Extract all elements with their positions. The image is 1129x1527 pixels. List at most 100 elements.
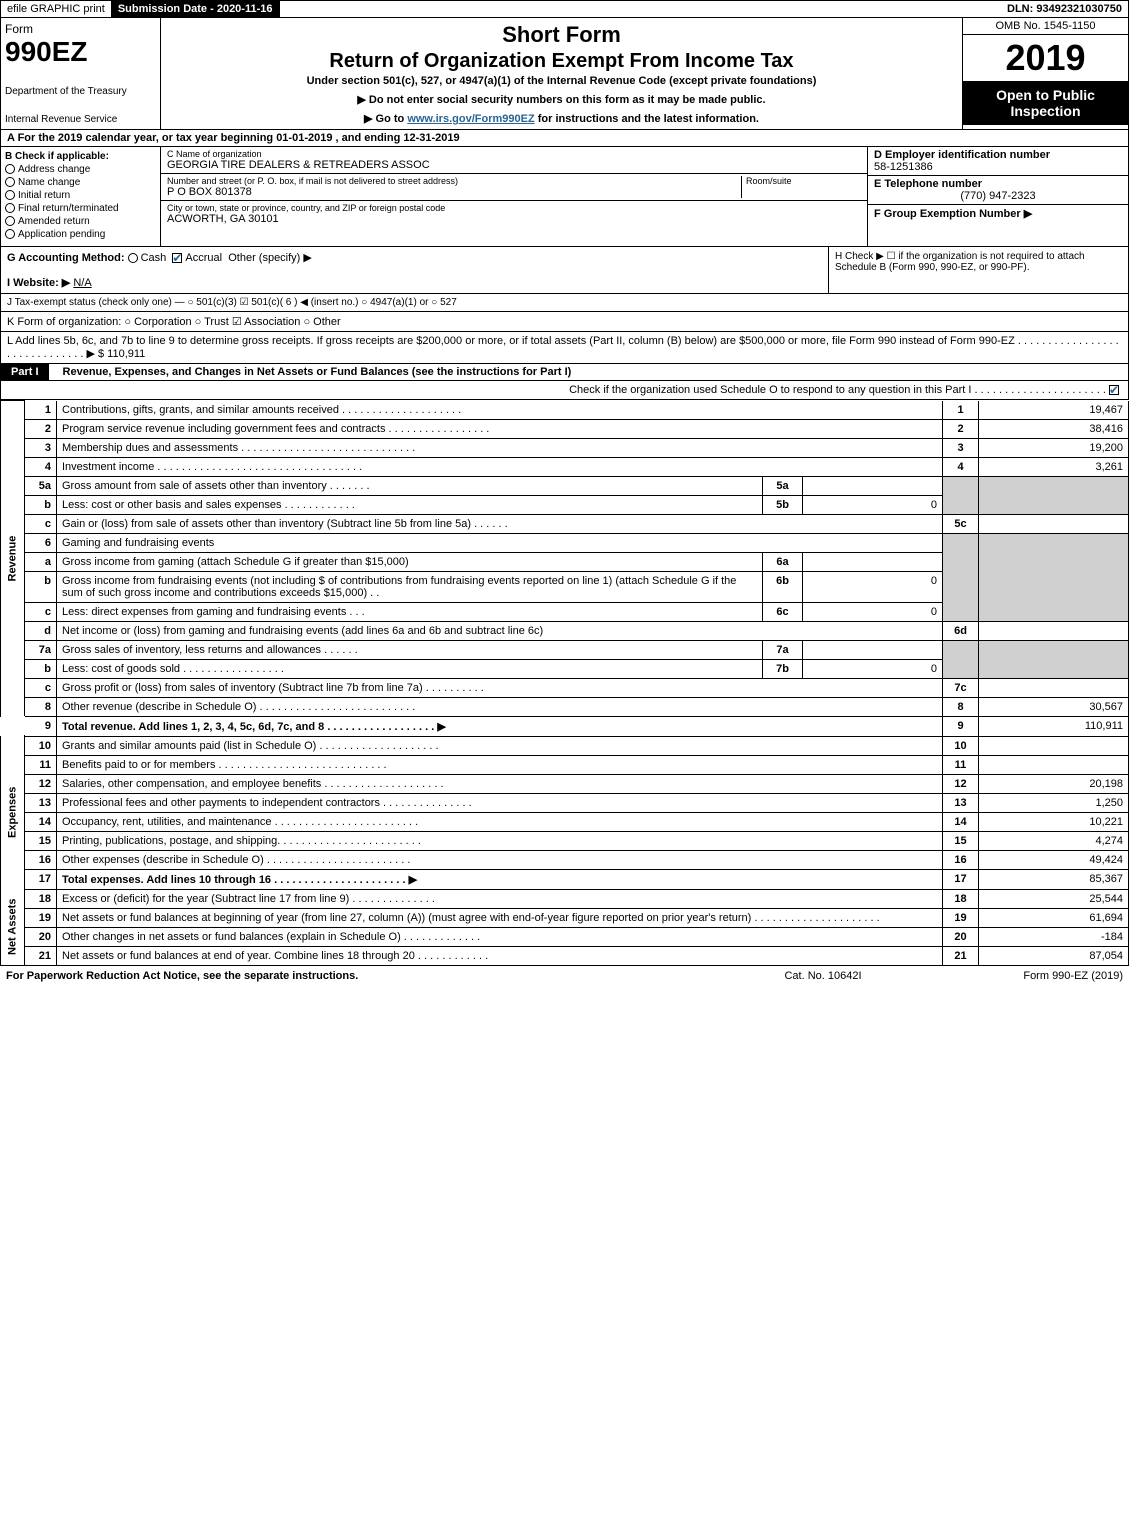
line-desc: Gross amount from sale of assets other t… (57, 476, 763, 495)
line-desc: Net assets or fund balances at beginning… (57, 908, 943, 927)
line-colnum: 11 (943, 755, 979, 774)
line-num: a (25, 552, 57, 571)
line-desc: Other changes in net assets or fund bala… (57, 927, 943, 946)
chk-name-change[interactable]: Name change (5, 177, 156, 188)
line-desc: Other expenses (describe in Schedule O) … (57, 850, 943, 869)
inner-num: 5b (763, 495, 803, 514)
inner-num: 7a (763, 640, 803, 659)
table-row: 19Net assets or fund balances at beginni… (1, 908, 1129, 927)
line-num: 3 (25, 438, 57, 457)
line-val: -184 (979, 927, 1129, 946)
inner-num: 6b (763, 571, 803, 602)
chk-address-change[interactable]: Address change (5, 164, 156, 175)
chk-amended-return[interactable]: Amended return (5, 216, 156, 227)
table-row: 20Other changes in net assets or fund ba… (1, 927, 1129, 946)
line-desc: Investment income . . . . . . . . . . . … (57, 457, 943, 476)
line-num: c (25, 678, 57, 697)
ein-label: D Employer identification number (874, 149, 1050, 161)
open-to-public: Open to Public Inspection (963, 81, 1128, 125)
line-val: 110,911 (979, 716, 1129, 736)
form-footer-label: Form 990-EZ (2019) (923, 970, 1123, 982)
street-cell: Number and street (or P. O. box, if mail… (167, 176, 741, 198)
line-colnum: 19 (943, 908, 979, 927)
line-desc: Less: cost or other basis and sales expe… (57, 495, 763, 514)
line-desc: Other revenue (describe in Schedule O) .… (57, 697, 943, 716)
line-val: 3,261 (979, 457, 1129, 476)
goto-pre: ▶ Go to (364, 113, 407, 125)
table-row: 13Professional fees and other payments t… (1, 793, 1129, 812)
efile-print-button[interactable]: efile GRAPHIC print (1, 1, 112, 17)
inner-val: 0 (803, 571, 943, 602)
submission-date-button[interactable]: Submission Date - 2020-11-16 (112, 1, 280, 17)
ssn-note: ▶ Do not enter social security numbers o… (169, 93, 954, 106)
phone-value: (770) 947-2323 (874, 190, 1122, 202)
org-name-cell: C Name of organization GEORGIA TIRE DEAL… (161, 147, 867, 174)
line-g: G Accounting Method: Cash Accrual Other … (1, 247, 828, 293)
chk-application-pending[interactable]: Application pending (5, 229, 156, 240)
line-num: 9 (25, 716, 57, 736)
line-desc: Membership dues and assessments . . . . … (57, 438, 943, 457)
table-row: 5a Gross amount from sale of assets othe… (1, 476, 1129, 495)
box-e: E Telephone number (770) 947-2323 (868, 176, 1128, 205)
inner-val: 0 (803, 659, 943, 678)
dln-label: DLN: 93492321030750 (1001, 1, 1128, 17)
part1-scho-checkbox[interactable] (1109, 385, 1119, 395)
line-val: 4,274 (979, 831, 1129, 850)
line-num: 16 (25, 850, 57, 869)
header-right: OMB No. 1545-1150 2019 Open to Public In… (963, 18, 1128, 129)
g-cash: Cash (141, 252, 167, 264)
line-desc: Gross income from fundraising events (no… (57, 571, 763, 602)
line-num: b (25, 571, 57, 602)
table-row: 21Net assets or fund balances at end of … (1, 946, 1129, 965)
line-num: 5a (25, 476, 57, 495)
line-desc: Contributions, gifts, grants, and simila… (57, 401, 943, 420)
line-l-text: L Add lines 5b, 6c, and 7b to line 9 to … (7, 335, 1119, 360)
inner-num: 6c (763, 602, 803, 621)
box-c: C Name of organization GEORGIA TIRE DEAL… (161, 147, 868, 246)
line-val (979, 621, 1129, 640)
line-desc: Printing, publications, postage, and shi… (57, 831, 943, 850)
i-label: I Website: ▶ (7, 277, 70, 289)
table-row: d Net income or (loss) from gaming and f… (1, 621, 1129, 640)
g-accrual: Accrual (185, 252, 222, 264)
chk-initial-return[interactable]: Initial return (5, 190, 156, 201)
g-cash-radio[interactable] (128, 253, 138, 263)
line-colnum: 17 (943, 869, 979, 889)
box-def: D Employer identification number 58-1251… (868, 147, 1128, 246)
line-val: 10,221 (979, 812, 1129, 831)
tax-year: 2019 (963, 35, 1128, 81)
irs-label: Internal Revenue Service (5, 114, 156, 125)
inner-val (803, 640, 943, 659)
line-a: A For the 2019 calendar year, or tax yea… (1, 130, 466, 146)
netassets-sidelabel: Net Assets (1, 889, 25, 965)
line-num: 10 (25, 736, 57, 755)
line-colnum: 7c (943, 678, 979, 697)
part1-header-row: Part I Revenue, Expenses, and Changes in… (0, 364, 1129, 381)
table-row: 17Total expenses. Add lines 10 through 1… (1, 869, 1129, 889)
line-num: 7a (25, 640, 57, 659)
chk-final-return[interactable]: Final return/terminated (5, 203, 156, 214)
line-colnum: 6d (943, 621, 979, 640)
line-desc: Net assets or fund balances at end of ye… (57, 946, 943, 965)
g-accrual-check[interactable] (172, 253, 182, 263)
g-other: Other (specify) ▶ (228, 252, 312, 264)
line-colnum: 5c (943, 514, 979, 533)
line-l-value: $ 110,911 (98, 348, 145, 360)
line-val (979, 736, 1129, 755)
line-val: 19,467 (979, 401, 1129, 420)
topbar: efile GRAPHIC print Submission Date - 20… (0, 0, 1129, 18)
group-exempt-label: F Group Exemption Number ▶ (874, 208, 1032, 220)
line-colnum: 14 (943, 812, 979, 831)
cat-no: Cat. No. 10642I (723, 970, 923, 982)
inner-num: 5a (763, 476, 803, 495)
line-colnum: 9 (943, 716, 979, 736)
irs-link[interactable]: www.irs.gov/Form990EZ (407, 113, 534, 125)
line-num: 1 (25, 401, 57, 420)
line-num: 2 (25, 419, 57, 438)
short-form-title: Short Form (169, 22, 954, 48)
line-desc: Gross income from gaming (attach Schedul… (57, 552, 763, 571)
table-row: 9 Total revenue. Add lines 1, 2, 3, 4, 5… (1, 716, 1129, 736)
line-val: 85,367 (979, 869, 1129, 889)
inner-val: 0 (803, 602, 943, 621)
line-val (979, 678, 1129, 697)
